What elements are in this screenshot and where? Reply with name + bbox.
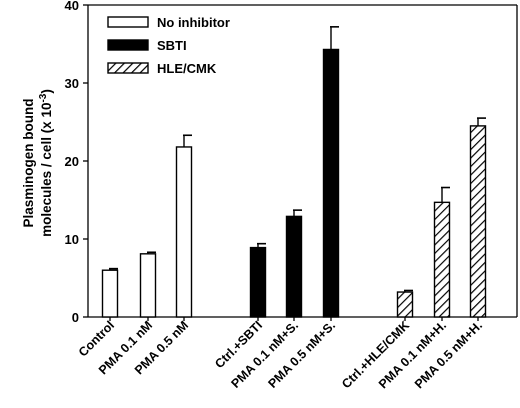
legend-label: No inhibitor bbox=[157, 15, 230, 30]
y-axis-title-main: molecules / cell (x 10 bbox=[39, 103, 54, 237]
legend-swatch bbox=[107, 62, 149, 74]
bar-no-inhibitor bbox=[175, 146, 193, 318]
bar-no-inhibitor bbox=[101, 269, 119, 318]
x-category-label: Ctrl.+HLE/CMK bbox=[339, 318, 412, 391]
x-category-label: PMA 0.1 nM+S. bbox=[228, 318, 301, 391]
bar-sbti bbox=[249, 246, 267, 318]
bar-no-inhibitor bbox=[139, 253, 157, 318]
legend-swatch bbox=[107, 39, 149, 51]
bar-hle-cmk bbox=[396, 291, 414, 318]
bar-hle-cmk bbox=[433, 201, 451, 318]
legend-item: SBTI bbox=[107, 38, 187, 53]
legend-swatch bbox=[107, 16, 149, 28]
y-axis-title: Plasminogen bound molecules / cell (x 10-… bbox=[21, 89, 54, 237]
y-tick-label: 30 bbox=[65, 76, 79, 91]
x-category-label: PMA 0.5 nM+H. bbox=[412, 318, 485, 391]
y-tick-label: 0 bbox=[72, 310, 79, 325]
bar-sbti bbox=[322, 48, 340, 318]
y-axis-title-close: ) bbox=[39, 89, 54, 94]
x-category-label: PMA 0.5 nM+S. bbox=[265, 318, 338, 391]
y-axis-title-line1: Plasminogen bound bbox=[21, 98, 36, 227]
y-tick-label: 20 bbox=[65, 154, 79, 169]
y-tick-label: 10 bbox=[65, 232, 79, 247]
y-axis-title-line2: molecules / cell (x 10-3) bbox=[38, 89, 54, 237]
y-axis-title-exponent: -3 bbox=[38, 93, 49, 102]
legend-label: HLE/CMK bbox=[157, 61, 217, 76]
legend-item: No inhibitor bbox=[107, 15, 230, 30]
legend-item: HLE/CMK bbox=[107, 61, 217, 76]
legend-label: SBTI bbox=[157, 38, 187, 53]
bar-hle-cmk bbox=[469, 125, 487, 318]
bar-sbti bbox=[285, 215, 303, 318]
y-tick-label: 40 bbox=[65, 0, 79, 13]
